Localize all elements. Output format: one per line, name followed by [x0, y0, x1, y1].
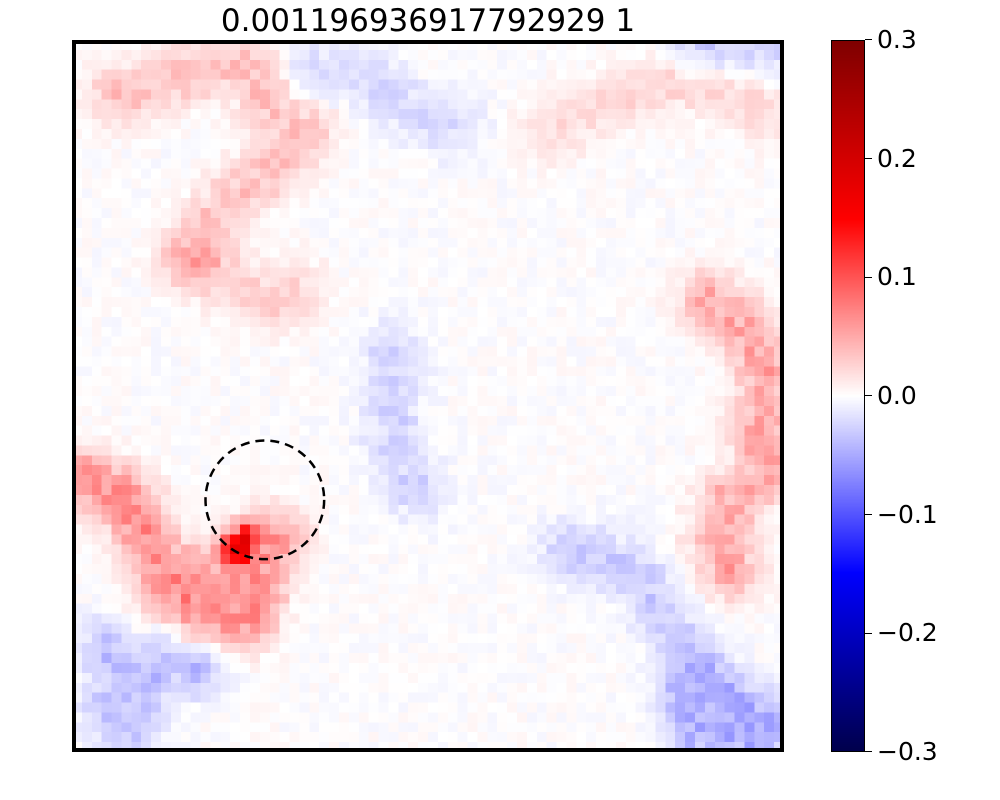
- colorbar-tick: [865, 513, 872, 515]
- colorbar-tick: [865, 632, 872, 634]
- heatmap-plot-area: [72, 40, 784, 752]
- colorbar-tick: [865, 751, 872, 753]
- colorbar-tick-label: −0.3: [877, 737, 938, 766]
- colorbar-tick: [865, 395, 872, 397]
- colorbar-tick: [865, 39, 872, 41]
- colorbar-tick: [865, 157, 872, 159]
- colorbar-tick-label: −0.1: [877, 499, 938, 529]
- chart-title: 0.001196936917792929 1: [220, 3, 636, 39]
- colorbar: [831, 40, 865, 752]
- colorbar-tick-label: 0.2: [877, 143, 917, 173]
- colorbar-tick: [865, 276, 872, 278]
- colorbar-tick-label: 0.1: [877, 262, 917, 292]
- heatmap-grid: [72, 40, 784, 752]
- colorbar-tick-label: 0.3: [877, 25, 917, 54]
- colorbar-tick-label: 0.0: [877, 381, 917, 410]
- annotation-layer: [204, 439, 326, 561]
- colorbar-tick-label: −0.2: [877, 618, 938, 648]
- dashed-circle-annotation: [204, 439, 326, 561]
